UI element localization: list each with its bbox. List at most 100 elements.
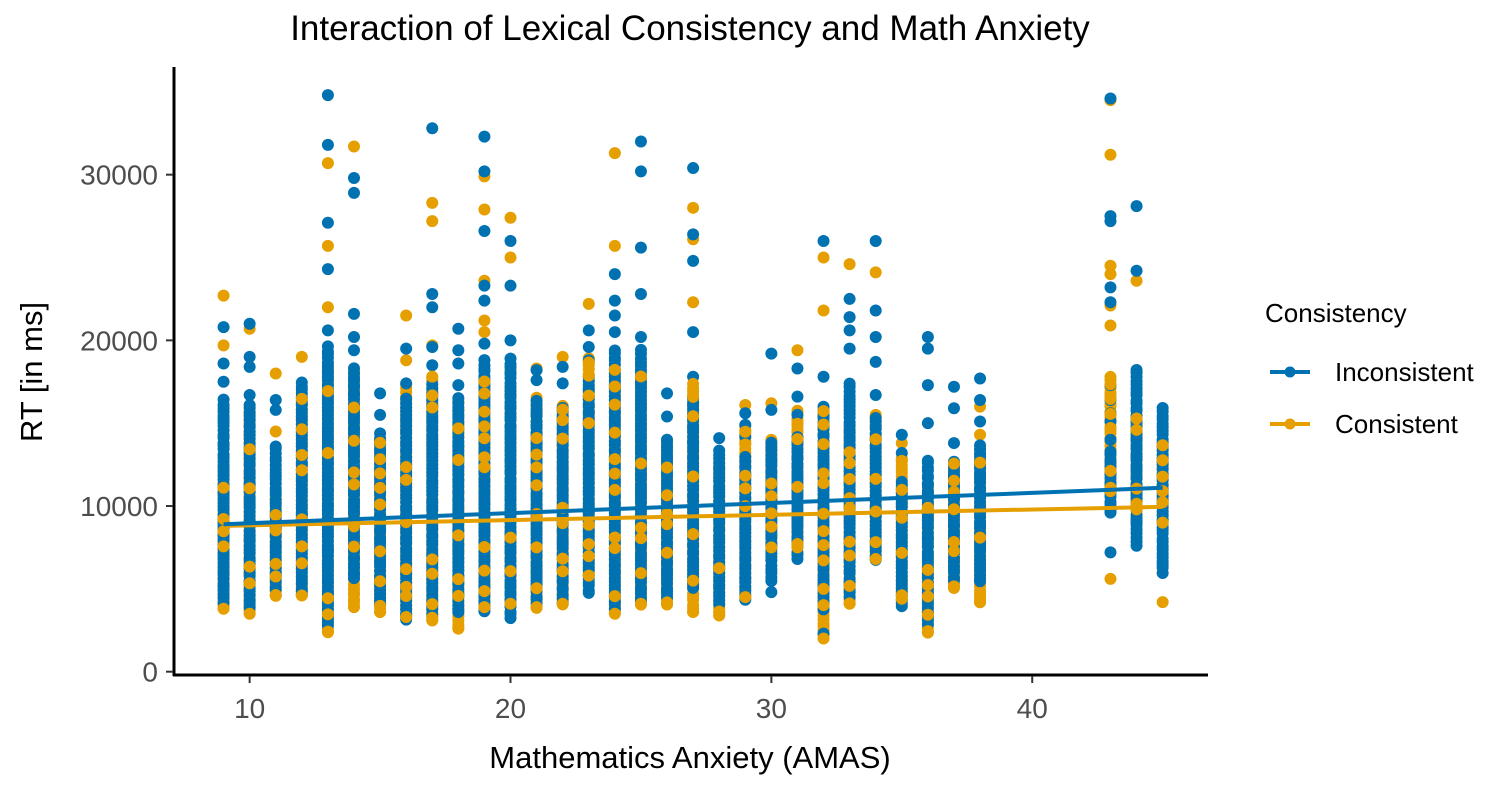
data-point (426, 401, 439, 414)
data-point (687, 228, 700, 241)
data-point (947, 437, 960, 450)
data-point (1104, 210, 1117, 223)
data-point (426, 287, 439, 300)
data-point (321, 385, 334, 398)
data-point (452, 622, 465, 635)
data-point (452, 392, 465, 405)
data-point (1104, 319, 1117, 332)
data-point (843, 535, 856, 548)
data-point (478, 564, 491, 577)
data-point (791, 344, 804, 357)
data-point (1156, 516, 1169, 529)
data-point (374, 387, 387, 400)
data-point (582, 550, 595, 563)
data-point (817, 632, 830, 645)
data-point (765, 490, 778, 503)
data-point (1156, 401, 1169, 414)
data-point (634, 343, 647, 356)
data-point (843, 597, 856, 610)
data-point (895, 483, 908, 496)
data-point (478, 432, 491, 445)
data-point (295, 589, 308, 602)
data-point (974, 393, 987, 406)
x-tick-label: 40 (1017, 693, 1048, 724)
data-point (1130, 264, 1143, 277)
data-point (713, 432, 726, 445)
data-point (817, 251, 830, 264)
data-point (295, 376, 308, 389)
data-point (347, 186, 360, 199)
data-point (765, 477, 778, 490)
data-point (687, 377, 700, 390)
data-point (400, 580, 413, 593)
data-point (400, 354, 413, 367)
data-point (374, 453, 387, 466)
chart-title: Interaction of Lexical Consistency and M… (290, 9, 1090, 48)
data-point (530, 374, 543, 387)
data-point (556, 350, 569, 363)
data-point (608, 239, 621, 252)
data-point (921, 379, 934, 392)
data-point (530, 432, 543, 445)
data-point (765, 541, 778, 554)
data-point (608, 363, 621, 376)
data-point (556, 414, 569, 427)
data-point (1130, 539, 1143, 552)
data-point (608, 467, 621, 480)
data-point (1156, 470, 1169, 483)
data-point (321, 216, 334, 229)
legend-item-inconsistent: Inconsistent (1270, 357, 1475, 387)
data-point (843, 549, 856, 562)
data-point (1156, 596, 1169, 609)
data-point (869, 472, 882, 485)
data-point (1104, 392, 1117, 405)
data-point (974, 415, 987, 428)
data-point (634, 370, 647, 383)
data-point (269, 524, 282, 537)
data-point (321, 138, 334, 151)
data-point (269, 425, 282, 438)
legend-title: Consistency (1265, 298, 1407, 328)
data-point (791, 433, 804, 446)
data-point (269, 509, 282, 522)
data-point (347, 478, 360, 491)
data-point (921, 331, 934, 344)
data-point (452, 357, 465, 370)
data-point (582, 417, 595, 430)
data-point (843, 457, 856, 470)
data-point (426, 389, 439, 402)
data-point (921, 454, 934, 467)
data-point (1130, 516, 1143, 529)
data-point (817, 234, 830, 247)
data-point (530, 601, 543, 614)
data-point (765, 436, 778, 449)
data-point (426, 122, 439, 135)
data-point (347, 540, 360, 553)
data-point (608, 380, 621, 393)
data-point (556, 403, 569, 416)
data-point (843, 473, 856, 486)
data-point (504, 334, 517, 347)
data-point (791, 362, 804, 375)
data-point (269, 403, 282, 416)
data-point (530, 364, 543, 377)
data-point (217, 481, 230, 494)
data-point (347, 434, 360, 447)
data-point (1104, 433, 1117, 446)
data-point (817, 418, 830, 431)
data-point (608, 453, 621, 466)
data-point (687, 326, 700, 339)
data-point (608, 326, 621, 339)
data-point (661, 597, 674, 610)
data-point (739, 482, 752, 495)
data-point (869, 553, 882, 566)
data-point (817, 370, 830, 383)
data-point (661, 387, 674, 400)
data-point (295, 557, 308, 570)
data-point (426, 370, 439, 383)
data-point (321, 625, 334, 638)
data-point (817, 467, 830, 480)
data-point (426, 614, 439, 627)
data-point (452, 344, 465, 357)
